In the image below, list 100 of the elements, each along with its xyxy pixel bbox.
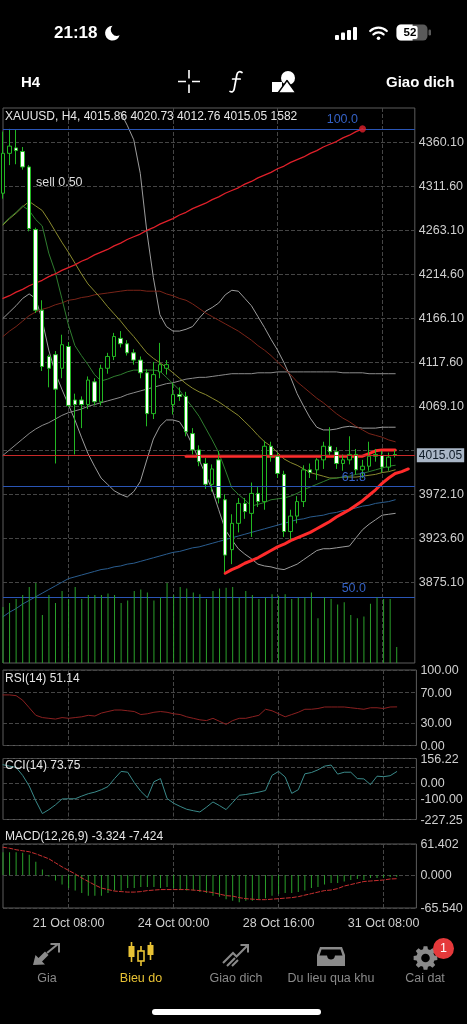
text: Giao dich xyxy=(209,971,263,986)
candlestick xyxy=(60,334,64,379)
annotation: 50.0 xyxy=(341,581,367,596)
y-tick-label: 0.00 xyxy=(420,776,445,791)
text: Cai dat xyxy=(405,971,445,986)
candlestick xyxy=(230,513,234,565)
y-tick-label: 156.22 xyxy=(420,751,459,766)
candlestick xyxy=(105,352,110,375)
x-tick-label: 31 Oct 08:00 xyxy=(347,915,420,930)
text: 52 xyxy=(402,26,418,40)
text: H4 xyxy=(21,73,41,91)
x-tick-label: 24 Oct 00:00 xyxy=(137,915,210,930)
y-tick-label: 0.00 xyxy=(420,738,445,753)
line-series xyxy=(2,371,396,456)
candlestick xyxy=(86,375,90,410)
text: 1 xyxy=(440,941,447,956)
candlestick xyxy=(197,444,201,467)
candlestick xyxy=(40,299,44,372)
line-series xyxy=(223,467,410,575)
candlestick xyxy=(334,446,339,470)
candlestick xyxy=(20,146,25,171)
candlestick xyxy=(164,359,169,376)
candlestick xyxy=(367,441,371,472)
y-tick-label: 61.402 xyxy=(420,837,459,851)
candlestick xyxy=(177,386,182,402)
ref-line-label: 4015.05 xyxy=(418,448,463,463)
candlestick xyxy=(7,128,12,166)
y-tick-label: 4263.10 xyxy=(418,223,465,238)
annotation: 61.8 xyxy=(341,469,367,484)
candlestick xyxy=(269,441,273,463)
x-tick-label: 28 Oct 16:00 xyxy=(242,915,315,930)
line-series xyxy=(2,289,396,443)
candlestick xyxy=(14,129,18,165)
candlestick xyxy=(262,440,267,511)
y-tick-label: 3972.10 xyxy=(418,487,465,502)
y-tick-label: 4069.10 xyxy=(418,399,465,414)
candlestick xyxy=(184,391,188,437)
y-tick-label: -65.540 xyxy=(420,901,463,915)
candlestick xyxy=(236,497,241,533)
candlestick xyxy=(275,452,280,479)
candlestick xyxy=(73,393,77,455)
candlestick xyxy=(53,350,58,464)
y-tick-label: 3923.60 xyxy=(418,531,465,546)
annotation: 100.0 xyxy=(326,112,359,127)
candlestick xyxy=(210,463,214,493)
chart-title: XAUUSD, H4, 4015.86 4020.73 4012.76 4015.05 1582 xyxy=(5,109,298,123)
y-tick-label: 4360.10 xyxy=(418,135,465,150)
text: Du lieu qua khu xyxy=(287,971,375,986)
candlestick xyxy=(138,355,143,379)
candlestick xyxy=(1,131,5,200)
line-series xyxy=(2,846,398,901)
y-tick-label: 4214.60 xyxy=(418,267,465,282)
chart-title: RSI(14) 51.14 xyxy=(5,671,81,685)
candlestick xyxy=(125,339,129,357)
chart-title: MACD(12,26,9) -3.324 -7.424 xyxy=(5,829,164,843)
candlestick xyxy=(295,495,299,524)
y-tick-label: 4166.10 xyxy=(418,311,465,326)
candlestick xyxy=(301,464,306,508)
text: Gia xyxy=(37,971,57,986)
candlestick xyxy=(99,364,103,406)
candlestick xyxy=(158,342,162,379)
candlestick xyxy=(92,377,97,406)
candlestick xyxy=(321,441,326,470)
candlestick xyxy=(256,486,260,508)
candlestick xyxy=(282,470,286,538)
text: Bieu do xyxy=(119,971,163,986)
candlestick xyxy=(308,462,312,479)
y-tick-label: 30.00 xyxy=(420,715,452,730)
text: 21:18 xyxy=(54,23,98,43)
candlestick xyxy=(386,452,391,472)
candlestick xyxy=(190,427,195,455)
candlestick xyxy=(66,341,71,408)
y-tick-label: 0.000 xyxy=(420,867,452,882)
line-series xyxy=(2,293,396,571)
line-series xyxy=(2,694,398,725)
candlestick xyxy=(171,382,175,416)
candlestick xyxy=(203,457,208,490)
annotation: sell 0.50 xyxy=(36,175,83,189)
candlestick xyxy=(243,497,247,520)
candlestick xyxy=(151,361,156,420)
y-tick-label: 70.00 xyxy=(420,685,452,700)
candlestick xyxy=(145,368,149,427)
y-tick-label: -227.25 xyxy=(420,812,463,827)
candlestick xyxy=(328,426,332,456)
candlestick xyxy=(315,457,319,481)
y-tick-label: 4117.60 xyxy=(418,355,464,370)
candlestick xyxy=(288,509,293,541)
candlestick xyxy=(216,450,221,504)
candlestick xyxy=(47,354,51,388)
candlestick xyxy=(223,493,227,573)
candlestick xyxy=(380,450,384,474)
y-tick-label: 3875.10 xyxy=(418,575,465,590)
candlestick xyxy=(27,164,31,232)
candlestick xyxy=(118,330,123,348)
candlestick xyxy=(131,348,136,366)
candlestick xyxy=(112,332,116,361)
x-tick-label: 21 Oct 08:00 xyxy=(32,915,105,930)
y-tick-label: 100.00 xyxy=(420,663,459,677)
y-tick-label: 4311.60 xyxy=(418,179,464,194)
candlestick xyxy=(341,453,345,472)
